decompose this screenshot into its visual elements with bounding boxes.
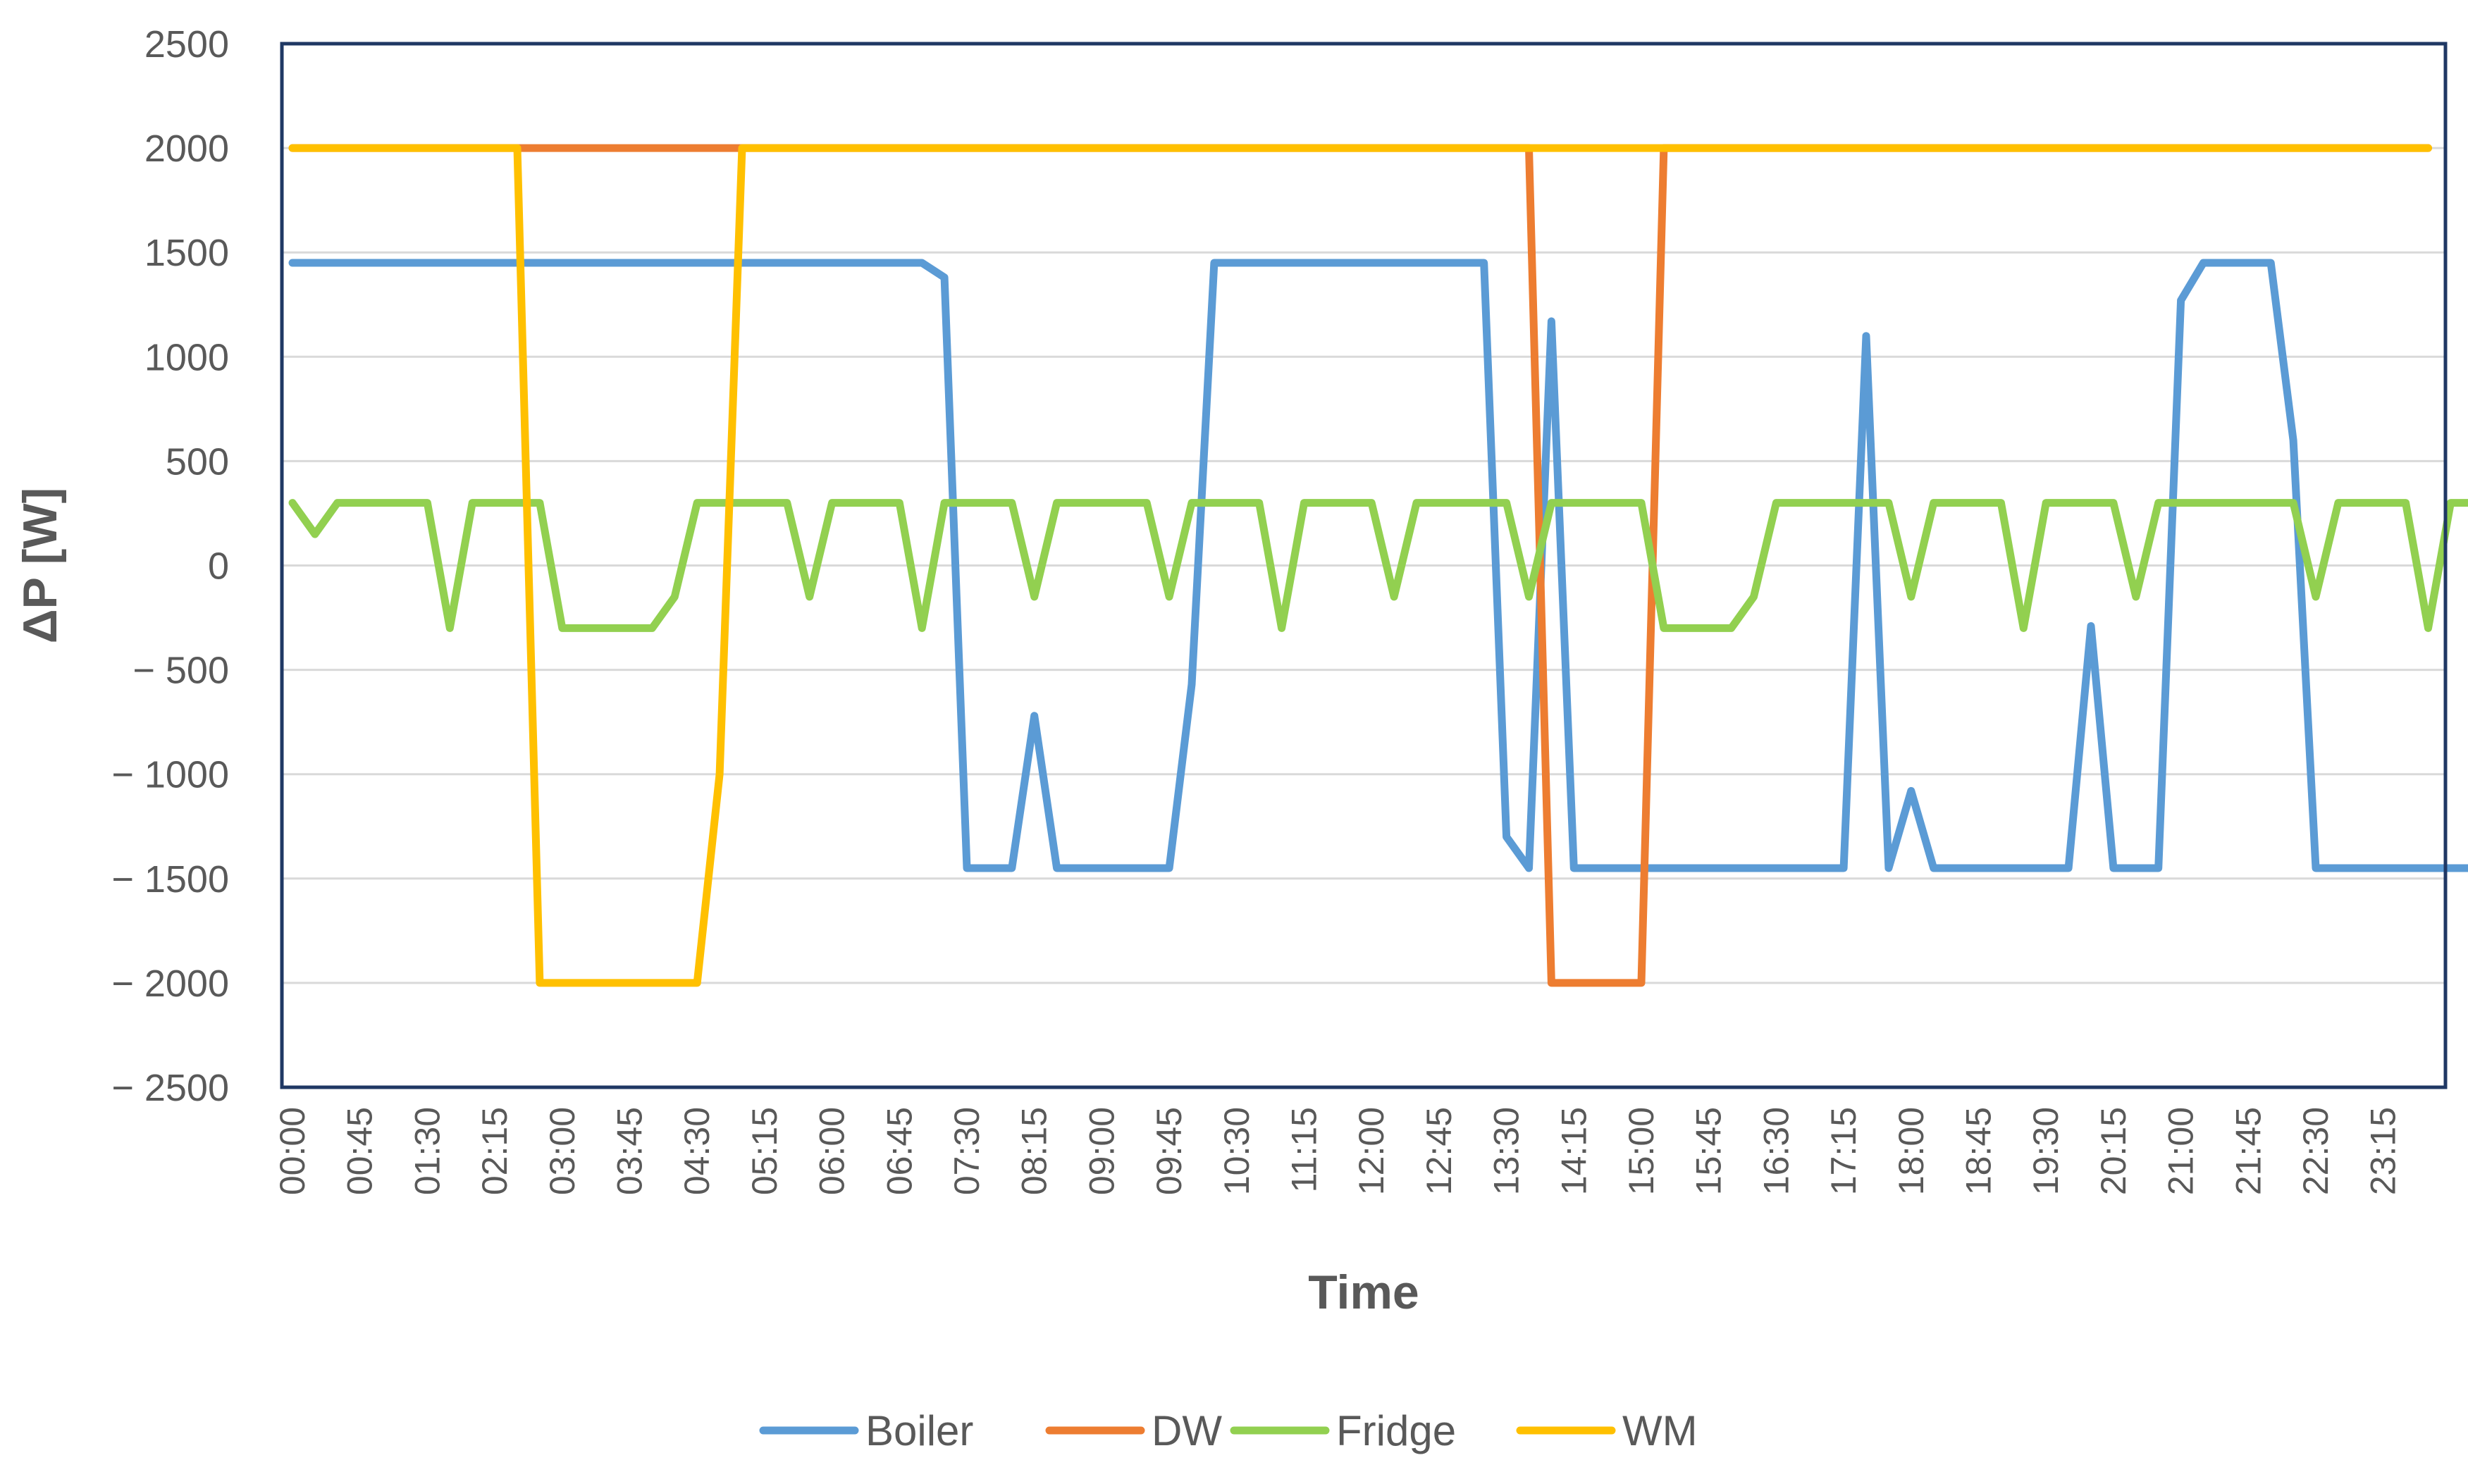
x-tick-label: 04:30 bbox=[677, 1107, 717, 1195]
y-tick-label: − 2000 bbox=[111, 963, 229, 1005]
x-tick-label: 09:00 bbox=[1082, 1107, 1121, 1195]
x-tick-label: 00:45 bbox=[340, 1107, 380, 1195]
x-tick-label: 22:30 bbox=[2296, 1107, 2336, 1195]
x-tick-label: 11:15 bbox=[1285, 1107, 1324, 1192]
legend-label: Boiler bbox=[865, 1407, 973, 1454]
x-tick-label: 12:00 bbox=[1352, 1107, 1391, 1195]
x-tick-label: 12:45 bbox=[1419, 1107, 1459, 1195]
x-tick-label: 15:45 bbox=[1689, 1107, 1729, 1195]
x-tick-label: 18:00 bbox=[1892, 1107, 1931, 1195]
legend-item-wm: WM bbox=[1516, 1407, 1698, 1454]
x-tick-label: 06:45 bbox=[880, 1107, 919, 1195]
x-tick-label: 03:00 bbox=[543, 1107, 582, 1195]
x-tick-label: 10:30 bbox=[1217, 1107, 1257, 1195]
x-tick-label: 09:45 bbox=[1149, 1107, 1189, 1195]
x-tick-label: 21:00 bbox=[2161, 1107, 2201, 1195]
plot-area-border bbox=[280, 42, 2448, 1089]
x-tick-label: 21:45 bbox=[2228, 1107, 2268, 1195]
x-axis-ticks: 00:00 00:45 01:30 02:15 03:00 03:45 04:30 05:15… bbox=[273, 1107, 2403, 1195]
x-tick-label: 08:15 bbox=[1015, 1107, 1054, 1195]
x-tick-label: 14:15 bbox=[1554, 1107, 1593, 1195]
y-tick-label: 2500 bbox=[144, 23, 229, 66]
y-tick-label: 0 bbox=[208, 545, 229, 588]
x-axis-title: Time bbox=[1308, 1266, 1419, 1319]
legend-label: DW bbox=[1152, 1407, 1222, 1454]
x-tick-label: 05:15 bbox=[745, 1107, 784, 1195]
x-tick-label: 07:30 bbox=[947, 1107, 987, 1195]
y-tick-label: 1500 bbox=[144, 232, 229, 274]
x-tick-label: 15:00 bbox=[1622, 1107, 1661, 1195]
y-tick-label: − 1500 bbox=[111, 858, 229, 901]
gridlines bbox=[282, 147, 2445, 984]
series-line-wm bbox=[288, 144, 2432, 987]
y-tick-label: 2000 bbox=[144, 128, 229, 170]
x-tick-label: 06:00 bbox=[813, 1107, 852, 1195]
legend-item-dw: DW bbox=[1045, 1407, 1222, 1454]
x-tick-label: 03:45 bbox=[610, 1107, 650, 1195]
x-tick-label: 02:15 bbox=[475, 1107, 514, 1195]
legend-label: WM bbox=[1622, 1407, 1698, 1454]
x-tick-label: 23:15 bbox=[2364, 1107, 2403, 1195]
x-tick-label: 01:30 bbox=[407, 1107, 447, 1195]
x-tick-label: 00:00 bbox=[273, 1107, 312, 1195]
y-axis-ticks: 2500 2000 1500 1000 500 0 − 500 − 1000 − 1500 − 2… bbox=[111, 23, 229, 1109]
y-tick-label: − 500 bbox=[132, 650, 229, 692]
legend-item-fridge: Fridge bbox=[1230, 1407, 1456, 1454]
y-tick-label: − 1000 bbox=[111, 754, 229, 796]
y-tick-label: − 2500 bbox=[111, 1067, 229, 1109]
legend-label: Fridge bbox=[1336, 1407, 1456, 1454]
x-tick-label: 13:30 bbox=[1487, 1107, 1526, 1195]
series-line-boiler bbox=[288, 259, 2468, 872]
x-tick-label: 18:45 bbox=[1959, 1107, 1999, 1195]
y-tick-label: 1000 bbox=[144, 336, 229, 378]
y-axis-title: ΔP [W] bbox=[13, 488, 67, 643]
legend-item-boiler: Boiler bbox=[759, 1407, 973, 1454]
x-tick-label: 19:30 bbox=[2026, 1107, 2066, 1195]
series-layer bbox=[288, 144, 2468, 987]
x-tick-label: 17:15 bbox=[1824, 1107, 1863, 1195]
x-tick-label: 20:15 bbox=[2094, 1107, 2133, 1195]
y-tick-label: 500 bbox=[166, 440, 229, 483]
series-line-fridge bbox=[288, 499, 2468, 632]
x-tick-label: 16:30 bbox=[1756, 1107, 1796, 1195]
legend: Boiler DW Fridge WM bbox=[759, 1407, 1698, 1454]
